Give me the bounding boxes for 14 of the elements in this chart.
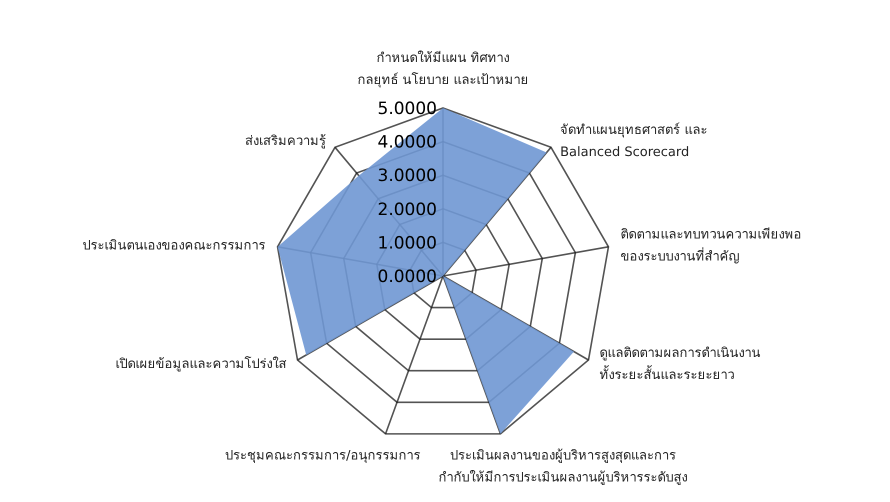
- spoke-label: ประเมินผลงานของผู้บริหารสูงสุดและการ กำกับให้มีการประเมินผลงานผู้บริหารระดับสูง: [438, 448, 688, 486]
- spoke-label: ติดตามและทบทวนความเพียงพอ ของระบบงานที่สำคัญ: [620, 226, 802, 264]
- y-tick-label: 5.0000: [378, 99, 437, 119]
- spoke-label: เปิดเผยข้อมูลและความโปร่งใส: [116, 356, 287, 372]
- spoke-label: กำหนดให้มีแผน ทิศทาง กลยุทธ์ นโยบาย และเป้าหมาย: [357, 50, 529, 88]
- y-tick-label: 2.0000: [378, 200, 437, 220]
- y-tick-label: 3.0000: [378, 166, 437, 186]
- spoke-label: ดูแลติดตามผลการดำเนินงาน ทั้งระยะสั้นและระยะยาว: [599, 346, 760, 383]
- y-tick-label: 0.0000: [378, 267, 437, 287]
- spoke-label: จัดทำแผนยุทธศาสตร์ และ Balanced Scorecard: [560, 122, 708, 160]
- spoke-label: ประชุมคณะกรรมการ/อนุกรรมการ: [225, 448, 420, 464]
- spoke-label: ประเมินตนเองของคณะกรรมการ: [82, 238, 266, 254]
- y-tick-label: 1.0000: [378, 233, 437, 254]
- spoke-label: ส่งเสริมความรู้: [244, 134, 326, 150]
